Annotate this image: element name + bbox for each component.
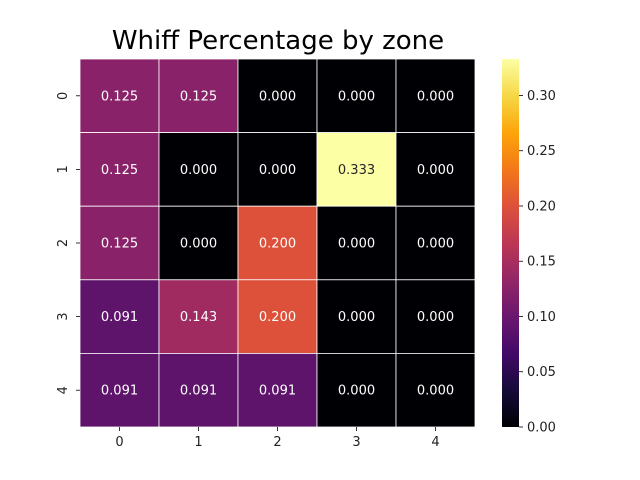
cell-value-label: 0.143 [180, 310, 217, 325]
heatmap-cell [79, 132, 160, 207]
cell-value-label: 0.125 [101, 89, 138, 104]
cell-value-label: 0.000 [338, 384, 375, 399]
cell-value-label: 0.000 [338, 310, 375, 325]
x-tick-label: 1 [194, 435, 202, 450]
cell-value-label: 0.200 [259, 237, 296, 252]
colorbar-tick-label: 0.00 [527, 421, 556, 436]
heatmap-cell [237, 58, 318, 133]
heatmap-cell [158, 352, 239, 428]
cell-value-label: 0.333 [338, 163, 375, 178]
heatmap-cell [79, 58, 160, 133]
cell-value-label: 0.000 [417, 384, 454, 399]
cell-value-label: 0.125 [101, 237, 138, 252]
cell-value-label: 0.125 [180, 89, 217, 104]
colorbar-tick-label: 0.30 [527, 89, 556, 104]
cell-value-label: 0.000 [338, 89, 375, 104]
y-tick-label: 2 [56, 239, 71, 247]
colorbar-axis: 0.00 0.05 0.10 0.15 0.20 0.25 0.30 [519, 89, 556, 436]
x-tick-label: 2 [273, 435, 281, 450]
colorbar-tick-label: 0.15 [527, 255, 556, 270]
heatmap-cell [316, 279, 397, 354]
cell-value-label: 0.000 [417, 310, 454, 325]
heatmap-cell [316, 205, 397, 281]
colorbar-tick-label: 0.10 [527, 310, 556, 325]
cell-value-label: 0.000 [259, 89, 296, 104]
colorbar [502, 59, 519, 427]
x-tick-label: 0 [115, 435, 123, 450]
heatmap-cell [395, 58, 476, 133]
heatmap-cell [316, 58, 397, 133]
heatmap-cell [237, 132, 318, 207]
y-tick-label: 0 [56, 92, 71, 100]
heatmap-cell [237, 352, 318, 428]
cell-value-label: 0.091 [101, 384, 138, 399]
cell-value-label: 0.000 [417, 89, 454, 104]
colorbar-tick-label: 0.20 [527, 199, 556, 214]
heatmap-cell [79, 352, 160, 428]
y-tick-label: 4 [56, 386, 71, 394]
heatmap-cell [158, 279, 239, 354]
x-tick-label: 4 [431, 435, 439, 450]
heatmap-cell [395, 279, 476, 354]
cell-value-label: 0.000 [338, 237, 375, 252]
cell-value-label: 0.091 [101, 310, 138, 325]
chart-title: Whiff Percentage by zone [112, 26, 444, 56]
cell-value-label: 0.200 [259, 310, 296, 325]
cell-value-label: 0.000 [180, 237, 217, 252]
heatmap-cell [395, 132, 476, 207]
colorbar-tick-label: 0.05 [527, 365, 556, 380]
y-tick-label: 1 [56, 165, 71, 173]
cell-value-label: 0.091 [259, 384, 296, 399]
heatmap-cell [158, 205, 239, 281]
heatmap-cell [237, 279, 318, 354]
colorbar-tick-label: 0.25 [527, 144, 556, 159]
cell-value-label: 0.000 [259, 163, 296, 178]
heatmap-cell [237, 205, 318, 281]
y-axis: 0 1 2 3 4 [56, 92, 80, 394]
y-tick-label: 3 [56, 312, 71, 320]
cell-value-label: 0.125 [101, 163, 138, 178]
cell-value-label: 0.000 [180, 163, 217, 178]
cell-value-label: 0.000 [417, 163, 454, 178]
heatmap-cells: 0.125 0.125 0.000 0.000 0.000 0.125 0.000 0.000… [79, 58, 476, 428]
heatmap-cell [395, 352, 476, 428]
heatmap-cell [395, 205, 476, 281]
x-tick-label: 3 [352, 435, 360, 450]
cell-value-label: 0.091 [180, 384, 217, 399]
x-axis: 0 1 2 3 4 [115, 427, 440, 450]
cell-value-label: 0.000 [417, 237, 454, 252]
heatmap-cell [158, 58, 239, 133]
